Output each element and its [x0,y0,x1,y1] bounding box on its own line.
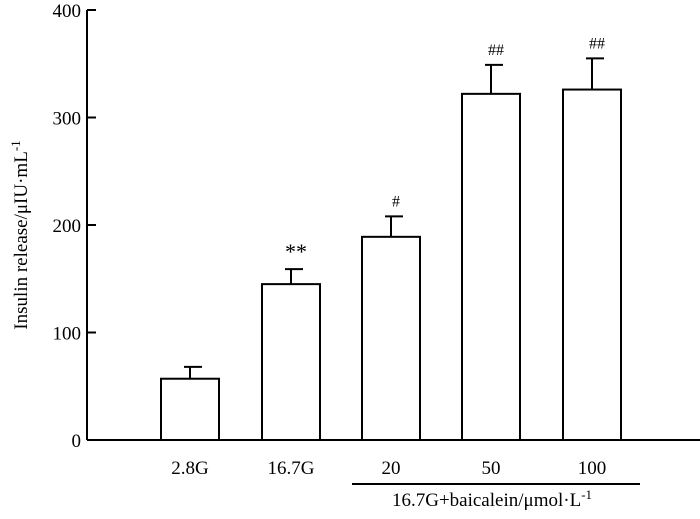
x-tick-label: 16.7G [268,458,315,479]
x-tick-label: 50 [482,458,501,479]
y-axis: 0 100 200 300 400 [53,1,96,452]
y-axis-title-text: Insulin release/μIU·mL [11,151,32,330]
group-label: 16.7G+baicalein/μmol·L-1 [392,487,592,511]
bar [261,283,321,441]
significance-label: # [392,193,400,210]
bar [562,88,622,442]
bar [461,92,521,441]
y-tick-label: 400 [53,1,82,22]
group-label-text: 16.7G+baicalein/μmol·L [392,490,581,511]
significance-label: ## [589,35,605,52]
y-tick-label: 300 [53,109,82,130]
significance-label: ** [285,239,307,264]
labels-group: **### ## [285,35,640,485]
x-axis: 2.8G 16.7G 20 50 100 [87,439,700,479]
significance-label: ## [488,42,504,59]
bar [361,235,421,441]
bar [160,377,220,442]
bars-group [160,57,622,442]
x-tick-label: 100 [578,458,607,479]
y-axis-title: Insulin release/μIU·mL-1 [8,140,32,329]
y-tick-label: 100 [53,324,82,345]
y-tick-label: 0 [72,431,82,452]
group-label-superscript: -1 [581,487,592,502]
y-axis-title-superscript: -1 [8,140,23,151]
x-tick-label: 20 [382,458,401,479]
x-tick-label: 2.8G [171,458,209,479]
y-tick-label: 200 [53,216,82,237]
